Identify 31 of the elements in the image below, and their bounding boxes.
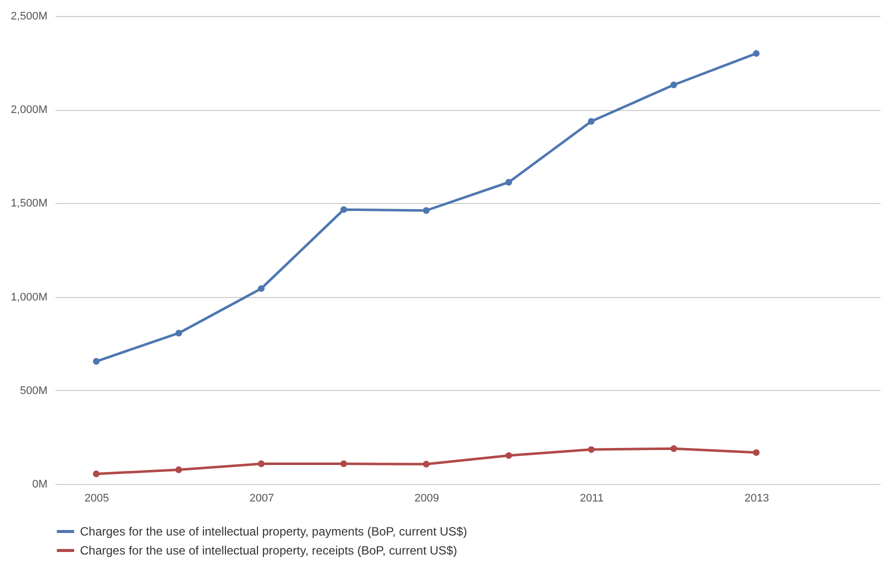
point	[505, 452, 512, 459]
point	[340, 460, 348, 468]
x-tick-label: 2011	[580, 492, 604, 504]
legend-label: Charges for the use of intellectual property, payments (BoP, current US$)	[80, 524, 468, 538]
x-tick-label: 2009	[414, 492, 439, 504]
point	[752, 50, 760, 57]
y-tick-label: 1,500M	[10, 198, 48, 210]
point	[752, 449, 760, 456]
point	[422, 460, 430, 468]
point	[670, 445, 678, 452]
point	[422, 207, 430, 214]
y-tick-label: 0M	[32, 478, 48, 490]
x-tick-label: 2005	[84, 492, 109, 504]
y-tick-label: 500M	[20, 384, 48, 397]
y-tick-label: 1,000M	[10, 291, 48, 304]
point	[92, 358, 100, 365]
point	[258, 460, 265, 468]
y-tick-label: 2,000M	[10, 104, 48, 116]
point	[92, 470, 100, 478]
point	[670, 82, 678, 88]
point	[258, 285, 265, 292]
y-tick-label: 2,500M	[10, 10, 48, 22]
point	[588, 118, 595, 125]
point	[175, 466, 182, 474]
legend-label: Charges for the use of intellectual property, receipts (BoP, current US$)	[80, 544, 458, 558]
x-tick-label: 2013	[744, 492, 769, 504]
point	[505, 178, 512, 186]
x-tick-label: 2007	[250, 492, 274, 504]
point	[175, 330, 182, 336]
point	[340, 206, 348, 213]
point	[588, 446, 595, 453]
